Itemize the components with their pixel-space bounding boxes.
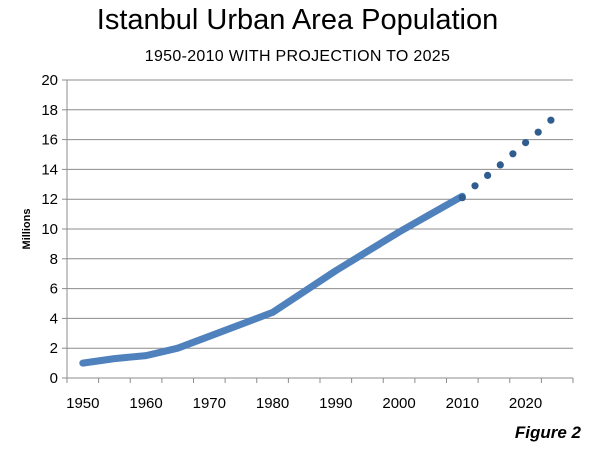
x-tick-label: 1980 xyxy=(256,395,289,412)
x-tick-label: 1970 xyxy=(193,395,226,412)
grid-lines xyxy=(67,79,573,349)
projection-point xyxy=(522,139,530,147)
chart-title: Istanbul Urban Area Population xyxy=(96,4,499,36)
y-tick-label: 6 xyxy=(50,281,58,298)
projection-point xyxy=(496,161,504,169)
x-tick-label: 2010 xyxy=(446,395,479,412)
historical-population-line xyxy=(79,192,466,367)
y-tick-label: 8 xyxy=(50,251,58,268)
x-tick-label: 1990 xyxy=(319,395,352,412)
y-tick-label: 16 xyxy=(41,132,58,149)
y-tick-label: 18 xyxy=(41,102,58,119)
projection-point xyxy=(534,128,542,136)
y-tick-label: 2 xyxy=(50,340,58,357)
y-tick-label: 0 xyxy=(50,370,58,387)
figure-label: Figure 2 xyxy=(514,423,581,442)
y-tick-label: 10 xyxy=(41,221,58,238)
y-tick-label: 12 xyxy=(41,191,58,208)
y-axis-label: Millions xyxy=(21,209,33,250)
x-tick-label: 1960 xyxy=(129,395,162,412)
y-tick-label: 4 xyxy=(50,310,58,327)
projection-point xyxy=(509,150,517,158)
projection-point xyxy=(471,182,479,190)
x-tick-label: 1950 xyxy=(66,395,99,412)
projection-point xyxy=(484,171,492,179)
y-tick-labels: 0 2 4 6 8 10 12 14 16 18 20 xyxy=(41,72,58,387)
projection-point xyxy=(547,116,555,124)
y-tick-label: 20 xyxy=(41,72,58,89)
y-tick-label: 14 xyxy=(41,161,58,178)
x-tick-label: 2000 xyxy=(382,395,415,412)
data-series xyxy=(79,116,555,367)
x-tick-labels: 1950 1960 1970 1980 1990 2000 2010 2020 xyxy=(66,395,542,412)
chart-subtitle: 1950-2010 WITH PROJECTION TO 2025 xyxy=(144,48,451,65)
axes xyxy=(62,79,574,383)
projection-point xyxy=(458,194,466,202)
x-tick-label: 2020 xyxy=(509,395,542,412)
